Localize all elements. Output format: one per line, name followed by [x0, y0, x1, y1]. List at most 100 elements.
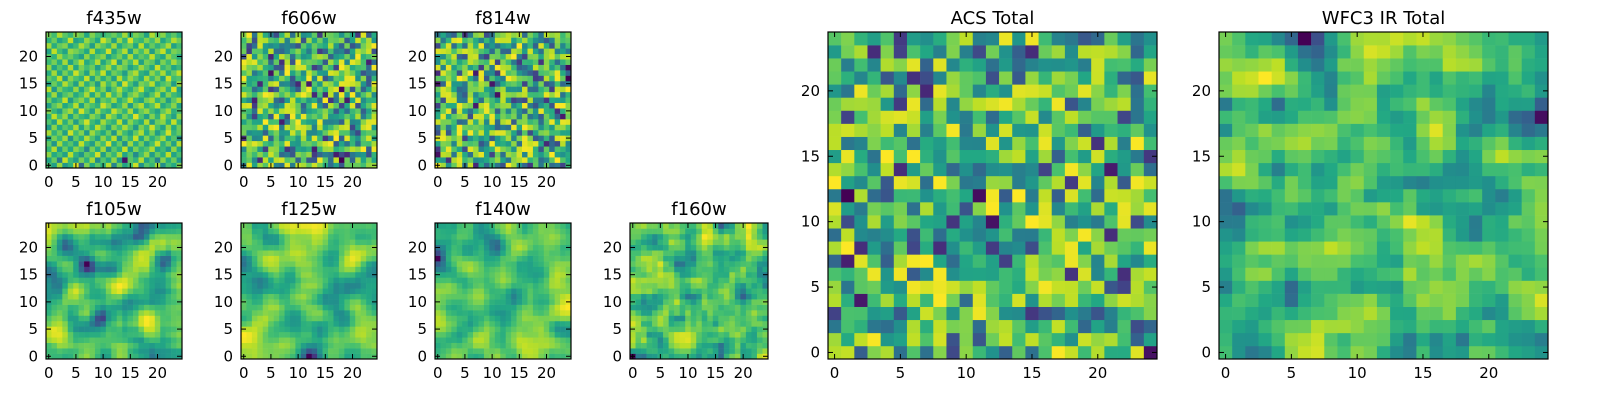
heatmap-cell — [1091, 345, 1105, 360]
heatmap-cell — [511, 255, 517, 262]
heatmap-cell — [560, 250, 566, 256]
heatmap-cell — [500, 320, 507, 327]
heatmap-cell — [105, 91, 112, 98]
heatmap-cell — [338, 299, 345, 305]
heatmap-cell — [489, 97, 496, 104]
heatmap-cell — [635, 337, 642, 343]
heatmap-cell — [154, 91, 161, 98]
heatmap-cell — [268, 233, 274, 240]
heatmap-cell — [56, 124, 63, 131]
heatmap-cell — [349, 124, 356, 131]
heatmap-cell — [73, 261, 79, 267]
heatmap-cell — [122, 97, 128, 104]
heatmap-cell — [100, 146, 107, 152]
heatmap-cell — [268, 140, 274, 147]
heatmap-cell — [122, 80, 128, 87]
x-tick-label: 15 — [510, 364, 529, 382]
heatmap-cell — [295, 299, 302, 305]
heatmap-cell — [105, 315, 112, 322]
y-tick-label: 10 — [408, 102, 427, 120]
heatmap-cell — [505, 282, 512, 289]
heatmap-cell — [366, 326, 372, 333]
heatmap-cell — [451, 151, 458, 158]
heatmap-cell — [116, 228, 123, 235]
heatmap-cell — [483, 337, 490, 343]
heatmap-cell — [549, 271, 555, 278]
heatmap-cell — [349, 266, 356, 273]
heatmap-cell — [467, 315, 474, 322]
heatmap-cell — [483, 244, 490, 251]
heatmap-cell — [133, 48, 139, 55]
heatmap-cell — [160, 320, 166, 327]
heatmap-cell — [328, 37, 334, 44]
heatmap-cell — [105, 86, 112, 93]
heatmap-cell — [62, 129, 69, 136]
heatmap-cell — [328, 342, 334, 349]
heatmap-cell — [300, 135, 307, 142]
heatmap-cell — [473, 348, 479, 354]
heatmap-cell — [160, 86, 166, 93]
heatmap-cell — [289, 266, 296, 273]
heatmap-cell — [451, 124, 458, 131]
heatmap-cell — [511, 271, 517, 278]
heatmap-cell — [273, 32, 280, 38]
heatmap-cell — [462, 140, 468, 147]
heatmap-cell — [94, 151, 101, 158]
heatmap-cell — [435, 233, 441, 240]
heatmap-cell — [355, 310, 361, 316]
heatmap-cell — [300, 299, 307, 305]
heatmap-cell — [273, 348, 280, 354]
heatmap-cell — [549, 86, 555, 93]
heatmap-cell — [176, 102, 183, 109]
heatmap-cell — [360, 337, 367, 343]
heatmap-cell — [360, 32, 367, 38]
heatmap-cell — [707, 271, 714, 278]
heatmap-cell — [762, 293, 769, 300]
heatmap-cell — [483, 86, 490, 93]
heatmap-cell — [62, 228, 69, 235]
heatmap-cell — [366, 157, 372, 163]
heatmap-cell — [663, 261, 669, 267]
heatmap-cell — [246, 162, 253, 169]
heatmap-cell — [751, 342, 758, 349]
heatmap-cell — [122, 59, 128, 65]
heatmap-cell — [251, 42, 258, 49]
heatmap-cell — [1104, 332, 1118, 347]
heatmap-cell — [322, 255, 329, 262]
heatmap-cell — [143, 59, 150, 65]
heatmap-cell — [149, 48, 156, 55]
heatmap-cell — [138, 244, 145, 251]
heatmap-cell — [516, 129, 523, 136]
heatmap-cell — [554, 53, 561, 60]
heatmap-cell — [295, 102, 302, 109]
heatmap-cell — [67, 135, 74, 142]
heatmap-cell — [854, 267, 868, 281]
heatmap-cell — [456, 271, 463, 278]
heatmap-cell — [127, 59, 134, 65]
y-tick-label: 0 — [417, 156, 427, 174]
heatmap-cell — [322, 266, 329, 273]
heatmap-cell — [100, 233, 107, 240]
heatmap-cell — [435, 129, 441, 136]
y-tick-label: 5 — [612, 320, 622, 338]
heatmap-cell — [122, 91, 128, 98]
heatmap-cell — [143, 102, 150, 109]
heatmap-cell — [133, 64, 139, 71]
heatmap-cell — [122, 331, 128, 338]
heatmap-cell — [756, 277, 763, 284]
heatmap-cell — [262, 42, 269, 49]
heatmap-cell — [707, 266, 714, 273]
heatmap-cell — [451, 277, 458, 284]
heatmap-cell — [171, 48, 177, 55]
heatmap-cell — [355, 348, 361, 354]
heatmap-cell — [489, 119, 496, 125]
heatmap-cell — [46, 37, 52, 44]
heatmap-cell — [538, 310, 545, 316]
heatmap-cell — [143, 342, 150, 349]
heatmap-cell — [1143, 319, 1158, 334]
heatmap-cell — [67, 239, 74, 246]
heatmap-cell — [127, 288, 134, 295]
heatmap-cell — [338, 310, 345, 316]
heatmap-cell — [84, 288, 90, 295]
heatmap-cell — [538, 113, 545, 120]
